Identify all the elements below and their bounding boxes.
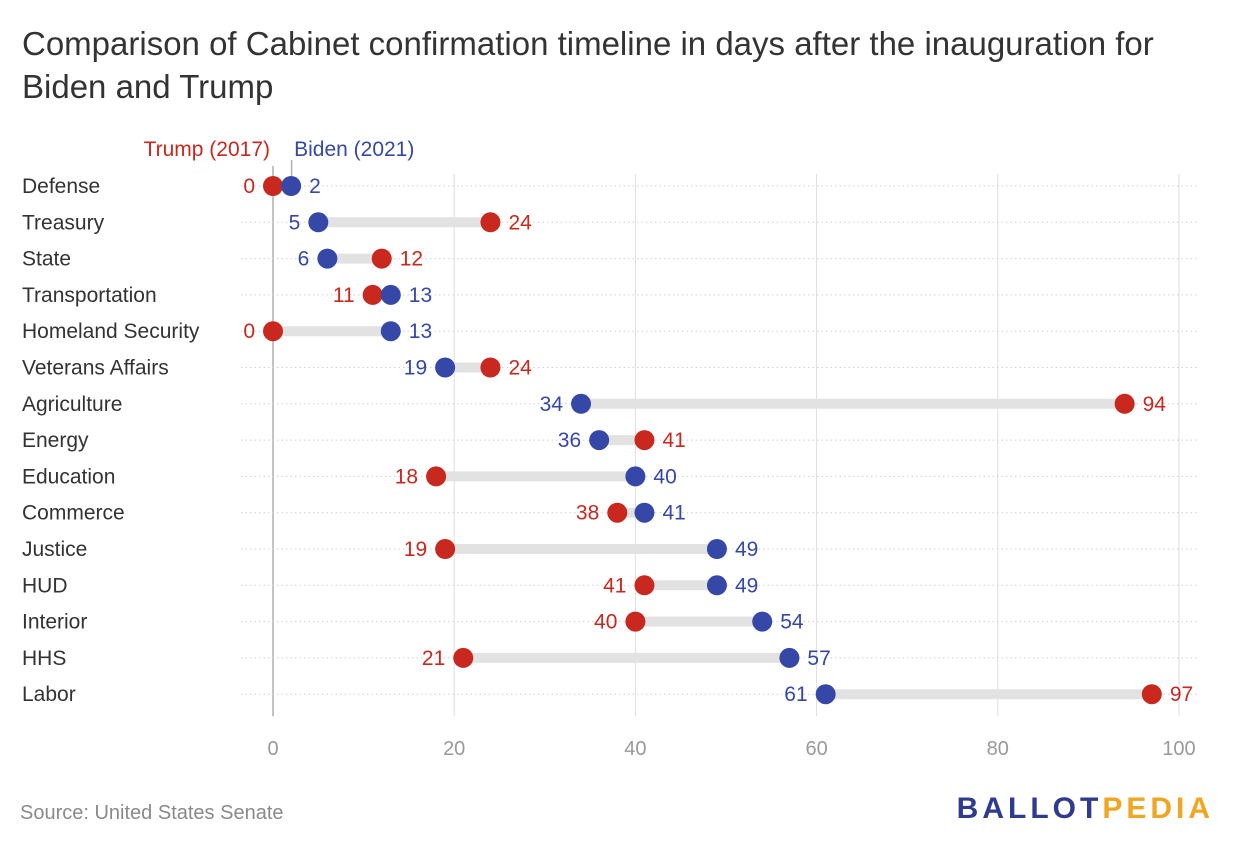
biden-value-label: 40 (653, 465, 676, 488)
category-label: State (22, 248, 71, 271)
trump-value-label: 19 (404, 538, 427, 561)
category-label: Transportation (22, 284, 157, 307)
category-label: Commerce (22, 502, 125, 525)
biden-value-label: 2 (309, 175, 321, 198)
trump-dot (453, 647, 474, 668)
x-tick-label: 20 (443, 738, 465, 760)
biden-value-label: 34 (540, 393, 564, 416)
legend-label-trump: Trump (2017) (144, 138, 270, 161)
trump-dot (1114, 393, 1135, 414)
trump-value-label: 24 (508, 357, 532, 380)
trump-value-label: 11 (333, 284, 355, 307)
biden-dot (571, 393, 592, 414)
chart-title: Comparison of Cabinet confirmation timel… (22, 25, 1154, 105)
biden-value-label: 13 (409, 320, 432, 343)
biden-dot (281, 176, 302, 196)
biden-value-label: 54 (780, 611, 804, 634)
trump-value-label: 18 (395, 465, 418, 488)
biden-dot (815, 684, 836, 705)
logo-part-pedia: PEDIA (1102, 792, 1214, 825)
x-tick-label: 40 (624, 738, 646, 760)
biden-dot (634, 502, 655, 523)
trump-dot (607, 502, 628, 523)
trump-value-label: 24 (508, 211, 532, 234)
biden-dot (317, 248, 338, 269)
trump-dot (1141, 684, 1162, 705)
trump-value-label: 40 (594, 611, 617, 634)
biden-dot (308, 212, 329, 233)
dot-layer (263, 176, 1162, 705)
trump-dot (480, 212, 501, 233)
category-label: HHS (22, 647, 66, 670)
biden-dot (589, 430, 610, 451)
category-label: Interior (22, 611, 87, 634)
trump-dot (263, 176, 283, 196)
trump-value-label: 38 (576, 502, 599, 525)
category-label: Justice (22, 538, 87, 561)
category-label: HUD (22, 574, 68, 597)
trump-value-label: 97 (1170, 683, 1193, 706)
trump-value-label: 0 (243, 175, 255, 198)
biden-value-label: 41 (662, 502, 685, 525)
trump-dot (634, 575, 655, 596)
biden-value-label: 61 (784, 683, 807, 706)
biden-dot (779, 647, 800, 668)
trump-value-label: 41 (603, 574, 626, 597)
trump-value-label: 12 (400, 248, 423, 271)
biden-value-label: 49 (735, 538, 758, 561)
trump-dot (625, 611, 646, 632)
trump-dot (480, 357, 501, 378)
biden-dot (435, 357, 456, 378)
x-tick-label: 100 (1162, 738, 1195, 760)
trump-dot (263, 321, 283, 342)
category-label: Education (22, 465, 115, 488)
biden-dot (380, 284, 401, 305)
trump-value-label: 0 (243, 320, 255, 343)
trump-dot (371, 248, 392, 269)
biden-dot (706, 539, 727, 559)
grid-layer (241, 160, 1197, 717)
trump-dot (634, 430, 655, 451)
biden-value-label: 49 (735, 574, 758, 597)
trump-value-label: 21 (422, 647, 445, 670)
trump-dot (362, 284, 383, 305)
legend-label-biden: Biden (2021) (294, 138, 414, 161)
trump-value-label: 41 (662, 429, 685, 452)
ballotpedia-logo: BALLOTPEDIA (957, 792, 1214, 826)
category-label: Agriculture (22, 393, 122, 416)
biden-value-label: 6 (298, 248, 310, 271)
x-tick-label: 60 (805, 738, 827, 760)
logo-part-ballot: BALLOT (956, 792, 1103, 825)
biden-dot (625, 466, 646, 487)
category-label: Treasury (22, 211, 105, 234)
trump-dot (426, 466, 447, 487)
biden-dot (380, 321, 401, 342)
biden-value-label: 36 (558, 429, 581, 452)
biden-value-label: 13 (409, 284, 432, 307)
biden-value-label: 19 (404, 357, 427, 380)
category-label: Veterans Affairs (22, 357, 169, 380)
category-label: Labor (22, 683, 76, 706)
x-tick-label: 0 (267, 738, 278, 760)
biden-dot (752, 611, 773, 632)
biden-dot (706, 575, 727, 596)
category-label: Homeland Security (22, 320, 200, 343)
category-label: Energy (22, 429, 89, 452)
biden-value-label: 5 (289, 211, 301, 234)
source-note: Source: United States Senate (20, 802, 284, 824)
x-tick-label: 80 (987, 738, 1009, 760)
category-label: Defense (22, 175, 100, 198)
trump-value-label: 94 (1143, 393, 1167, 416)
trump-dot (435, 539, 456, 559)
biden-value-label: 57 (807, 647, 830, 670)
